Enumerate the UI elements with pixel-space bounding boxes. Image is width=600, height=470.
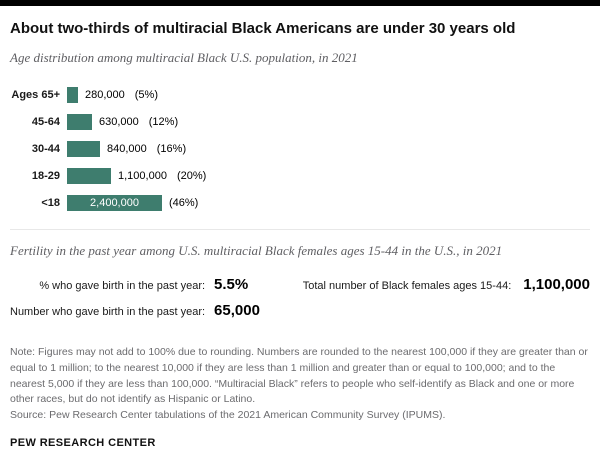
footer-wordmark: PEW RESEARCH CENTER [10,436,156,449]
bar-label: 840,000 (16%) [107,143,186,155]
bar-value-label: 1,100,000 [118,169,167,182]
chart-row: 45-64 630,000 (12%) [10,108,590,135]
bar-value-label: 280,000 [85,88,125,101]
stat-label: Number who gave birth in the past year: [10,306,206,318]
category-label: 30-44 [31,142,60,155]
age-distribution-chart: Ages 65+ 280,000 (5%) 45-64 630,000 (12%… [10,81,590,216]
bar-pct-label: (12%) [148,115,179,128]
fertility-stats: % who gave birth in the past year: 5.5% … [10,276,590,319]
page-title: About two-thirds of multiracial Black Am… [10,20,516,37]
value-bar [67,86,78,103]
report-card: About two-thirds of multiracial Black Am… [0,20,600,449]
stat-label: Total number of Black females ages 15-44… [302,280,512,292]
stat-label: % who gave birth in the past year: [39,280,206,292]
source-text: Source: Pew Research Center tabulations … [10,409,446,421]
value-bar [67,113,92,130]
category-label: 18-29 [31,169,60,182]
bar-pct-label: (5%) [134,88,158,101]
stat-value: 65,000 [214,302,260,319]
chart-row: 30-44 840,000 (16%) [10,135,590,162]
chart-row: <18 2,400,000 (46%) [10,189,590,216]
chart-row: 18-29 1,100,000 (20%) [10,162,590,189]
bar-pct-label: (20%) [176,169,207,182]
section-divider [10,229,590,230]
bar-pct-label: (46%) [169,196,199,209]
bar-label: 630,000 (12%) [99,116,178,128]
bar-value-label-inside: 2,400,000 [90,196,139,209]
bar-label: 1,100,000 (20%) [118,170,206,182]
fertility-stats-left: % who gave birth in the past year: 5.5% … [10,276,260,319]
stat-value: 5.5% [214,276,249,293]
category-label: 45-64 [31,115,60,128]
value-bar [67,167,111,184]
category-label: Ages 65+ [11,88,60,101]
fertility-subtitle: Fertility in the past year among U.S. mu… [10,243,503,258]
bar-pct-label: (16%) [156,142,187,155]
value-bar [67,140,100,157]
chart-row: Ages 65+ 280,000 (5%) [10,81,590,108]
bar-label: (46%) [169,197,198,209]
bar-label: 280,000 (5%) [85,89,158,101]
note-text: Note: Figures may not add to 100% due to… [10,346,588,406]
chart-subtitle: Age distribution among multiracial Black… [10,50,358,65]
bar-value-label: 630,000 [99,115,139,128]
value-bar: 2,400,000 [67,194,162,211]
top-accent-bar [0,0,600,6]
stat-value: 1,100,000 [523,276,590,293]
fertility-stats-right: Total number of Black females ages 15-44… [303,276,590,293]
bar-value-label: 840,000 [107,142,147,155]
category-label: <18 [41,196,60,209]
